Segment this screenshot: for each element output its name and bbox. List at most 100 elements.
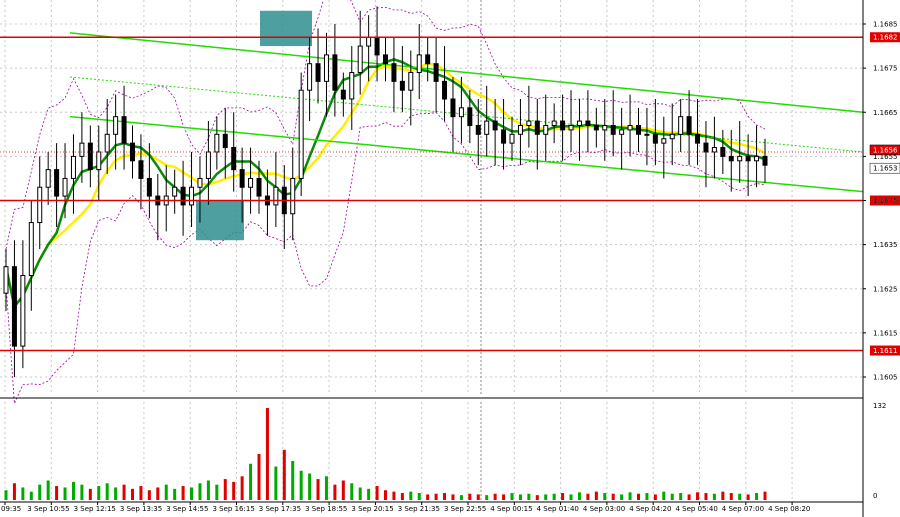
level-label: 1.1611 [873,347,898,355]
price-tick-label: 1.1675 [873,65,898,73]
candle-body [391,63,397,82]
candle-body [475,124,481,135]
price-tick-label: 1.1635 [873,241,898,249]
candle-body [87,142,93,171]
candle-body [79,142,85,157]
volume-bar [459,495,463,500]
volume-bar [97,486,101,500]
candle-body [374,36,380,56]
candle-body [298,89,304,179]
volume-bar [206,480,210,500]
volume-bar [21,487,25,500]
candle-body [11,266,17,347]
volume-bar [426,494,430,500]
volume-bar [746,494,750,500]
candle-body [585,120,591,126]
volume-bar [265,408,269,500]
volume-bar [704,493,708,500]
volume-bar [308,473,312,500]
volume-bar [628,492,632,500]
time-tick-label: 4 Sep 08:20 [768,505,810,513]
volume-bar [738,493,742,500]
volume-bar [510,493,514,500]
level-label-bg [870,345,900,356]
volume-bar [114,487,118,500]
volume-bar [409,491,413,500]
volume-bar [721,491,725,500]
highlight-box-bottom [196,200,244,241]
candle-body [383,54,388,65]
volume-bar [569,494,573,500]
time-tick-label: 3 Sep 18:55 [305,505,347,513]
price-tick-label: 1.1615 [873,329,898,337]
volume-bar [586,493,590,500]
volume-bar [12,483,16,500]
level-label: 1.1645 [873,197,898,205]
volume-bar [139,486,143,500]
volume-bar [544,494,548,500]
volume-bar [434,493,438,500]
time-tick-label: 3 Sep 10:55 [27,505,69,513]
candle-body [96,151,102,171]
volume-bar [645,493,649,500]
time-tick-label: 3 Sep 12:15 [74,505,116,513]
candle-body [425,54,431,65]
candle-body [627,124,633,131]
candle-body [636,124,641,135]
volume-tick-label: 132 [873,402,886,410]
candle-body [273,186,279,206]
candle-body [526,120,532,126]
candle-body [121,116,127,144]
candle-body [45,169,51,188]
candle-body [357,45,363,74]
price-tick-label: 1.1685 [873,21,898,29]
candle-body [323,54,329,82]
candle-body [669,133,675,140]
time-tick-label: 3 Sep 22:55 [444,505,486,513]
candle-body [37,186,43,224]
volume-bar [670,493,674,500]
candle-body [290,177,296,215]
volume-bar [763,491,767,500]
time-tick-label: 3 Sep 14:55 [166,505,208,513]
volume-bar [637,493,640,500]
volume-bar [173,488,177,500]
volume-bar [55,486,59,500]
volume-bar [46,480,50,500]
volume-bar [485,495,489,500]
volume-bar [291,460,295,500]
volume-bar [131,488,134,500]
volume-bar [392,491,396,500]
time-tick-label: 4 Sep 05:40 [676,505,718,513]
candle-body [366,36,372,47]
volume-bar [181,486,185,500]
price-tick-label: 1.1645 [873,197,898,205]
time-tick-label: 3 Sep 20:15 [351,505,393,513]
candle-body [517,124,523,135]
volume-bar [611,493,615,500]
candle-body [3,266,9,294]
level-label-bg [870,32,900,43]
levels: 1.1682 1.1645 1.1611 1.1656 1.1653 [0,32,900,356]
volume-bar [561,493,565,500]
volume-bar [679,493,683,500]
candle-body [231,147,237,171]
candle-body [146,177,152,197]
candle-body [222,133,228,149]
volume-bar [223,479,227,500]
level-label: 1.1682 [873,34,898,42]
volume-bar [240,476,244,500]
volume-bar [552,493,556,500]
candle-body [197,177,203,188]
candle-body [332,54,338,91]
candle-body [551,120,557,126]
price-label: 1.1656 [873,146,898,154]
price-tick-label: 1.1605 [873,374,898,382]
volume-bar [535,495,539,500]
channel-mid-line [69,76,864,153]
volume-bar [257,454,261,500]
candle-body [543,124,549,135]
candle-body [728,155,734,162]
candle-body [248,177,254,188]
candle-body [568,124,574,131]
